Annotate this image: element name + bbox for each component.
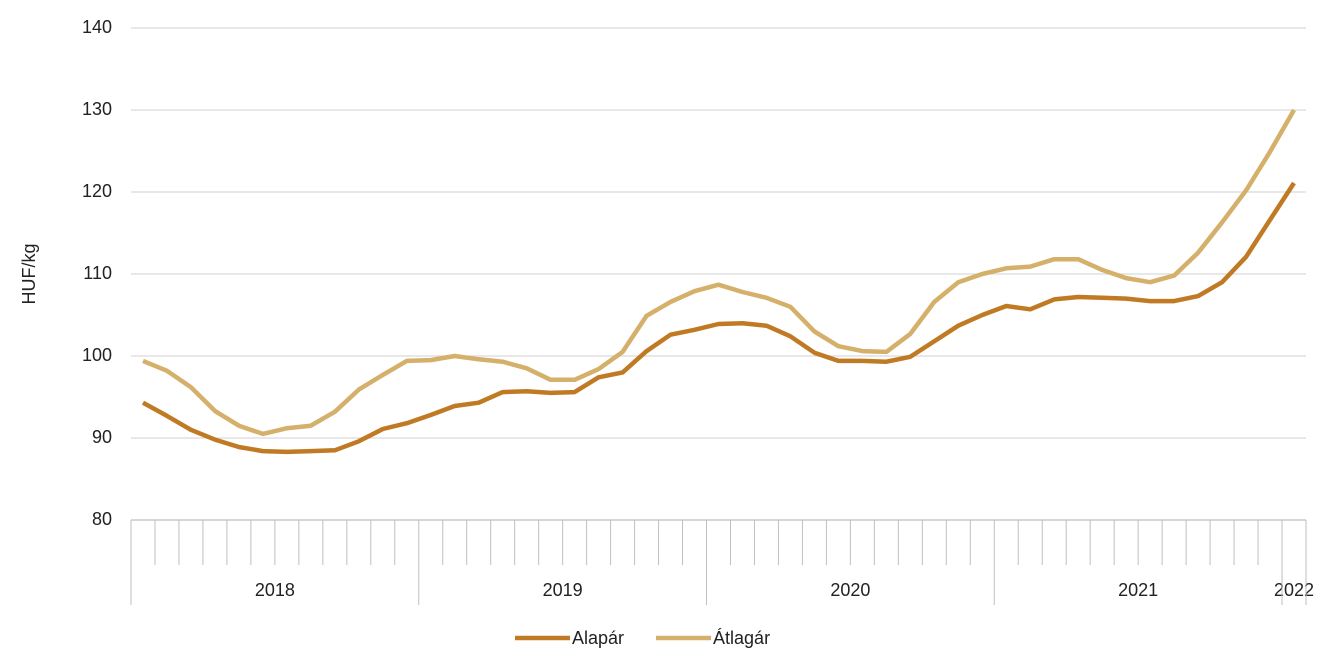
line-series: [141, 181, 1296, 455]
y-tick-label: 80: [92, 509, 112, 529]
y-axis-label: HUF/kg: [19, 243, 39, 304]
y-tick-label: 90: [92, 427, 112, 447]
x-group-label: 2022: [1274, 580, 1314, 600]
y-tick-label: 140: [82, 17, 112, 37]
legend-label: Alapár: [572, 628, 624, 648]
legend-label: Átlagár: [713, 628, 770, 648]
line-series: [142, 108, 1296, 437]
y-tick-label: 110: [83, 263, 112, 283]
x-group-label: 2018: [255, 580, 295, 600]
x-group-label: 2020: [830, 580, 870, 600]
y-tick-label: 130: [82, 99, 112, 119]
y-tick-label: 100: [82, 345, 112, 365]
y-tick-label: 120: [82, 181, 112, 201]
x-group-label: 2019: [543, 580, 583, 600]
x-group-label: 2021: [1118, 580, 1158, 600]
